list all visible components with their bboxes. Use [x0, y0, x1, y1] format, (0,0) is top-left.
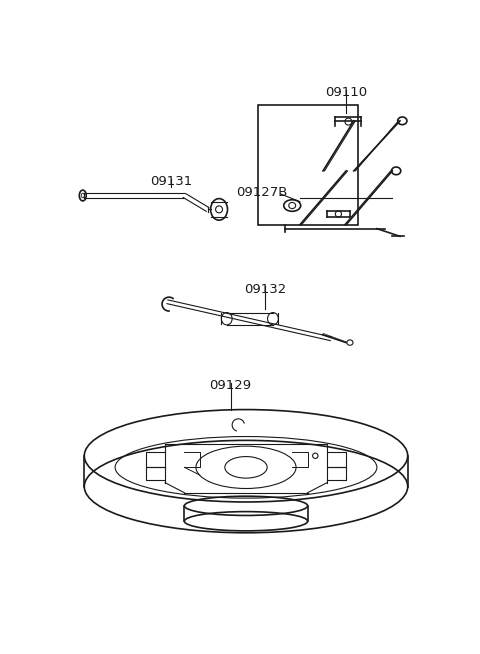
Text: 09132: 09132	[244, 283, 287, 296]
Text: 09129: 09129	[210, 379, 252, 392]
Text: 09110: 09110	[325, 86, 367, 99]
Text: 09131: 09131	[150, 175, 192, 188]
Bar	[258, 105, 358, 225]
Text: 09127B: 09127B	[236, 186, 287, 199]
